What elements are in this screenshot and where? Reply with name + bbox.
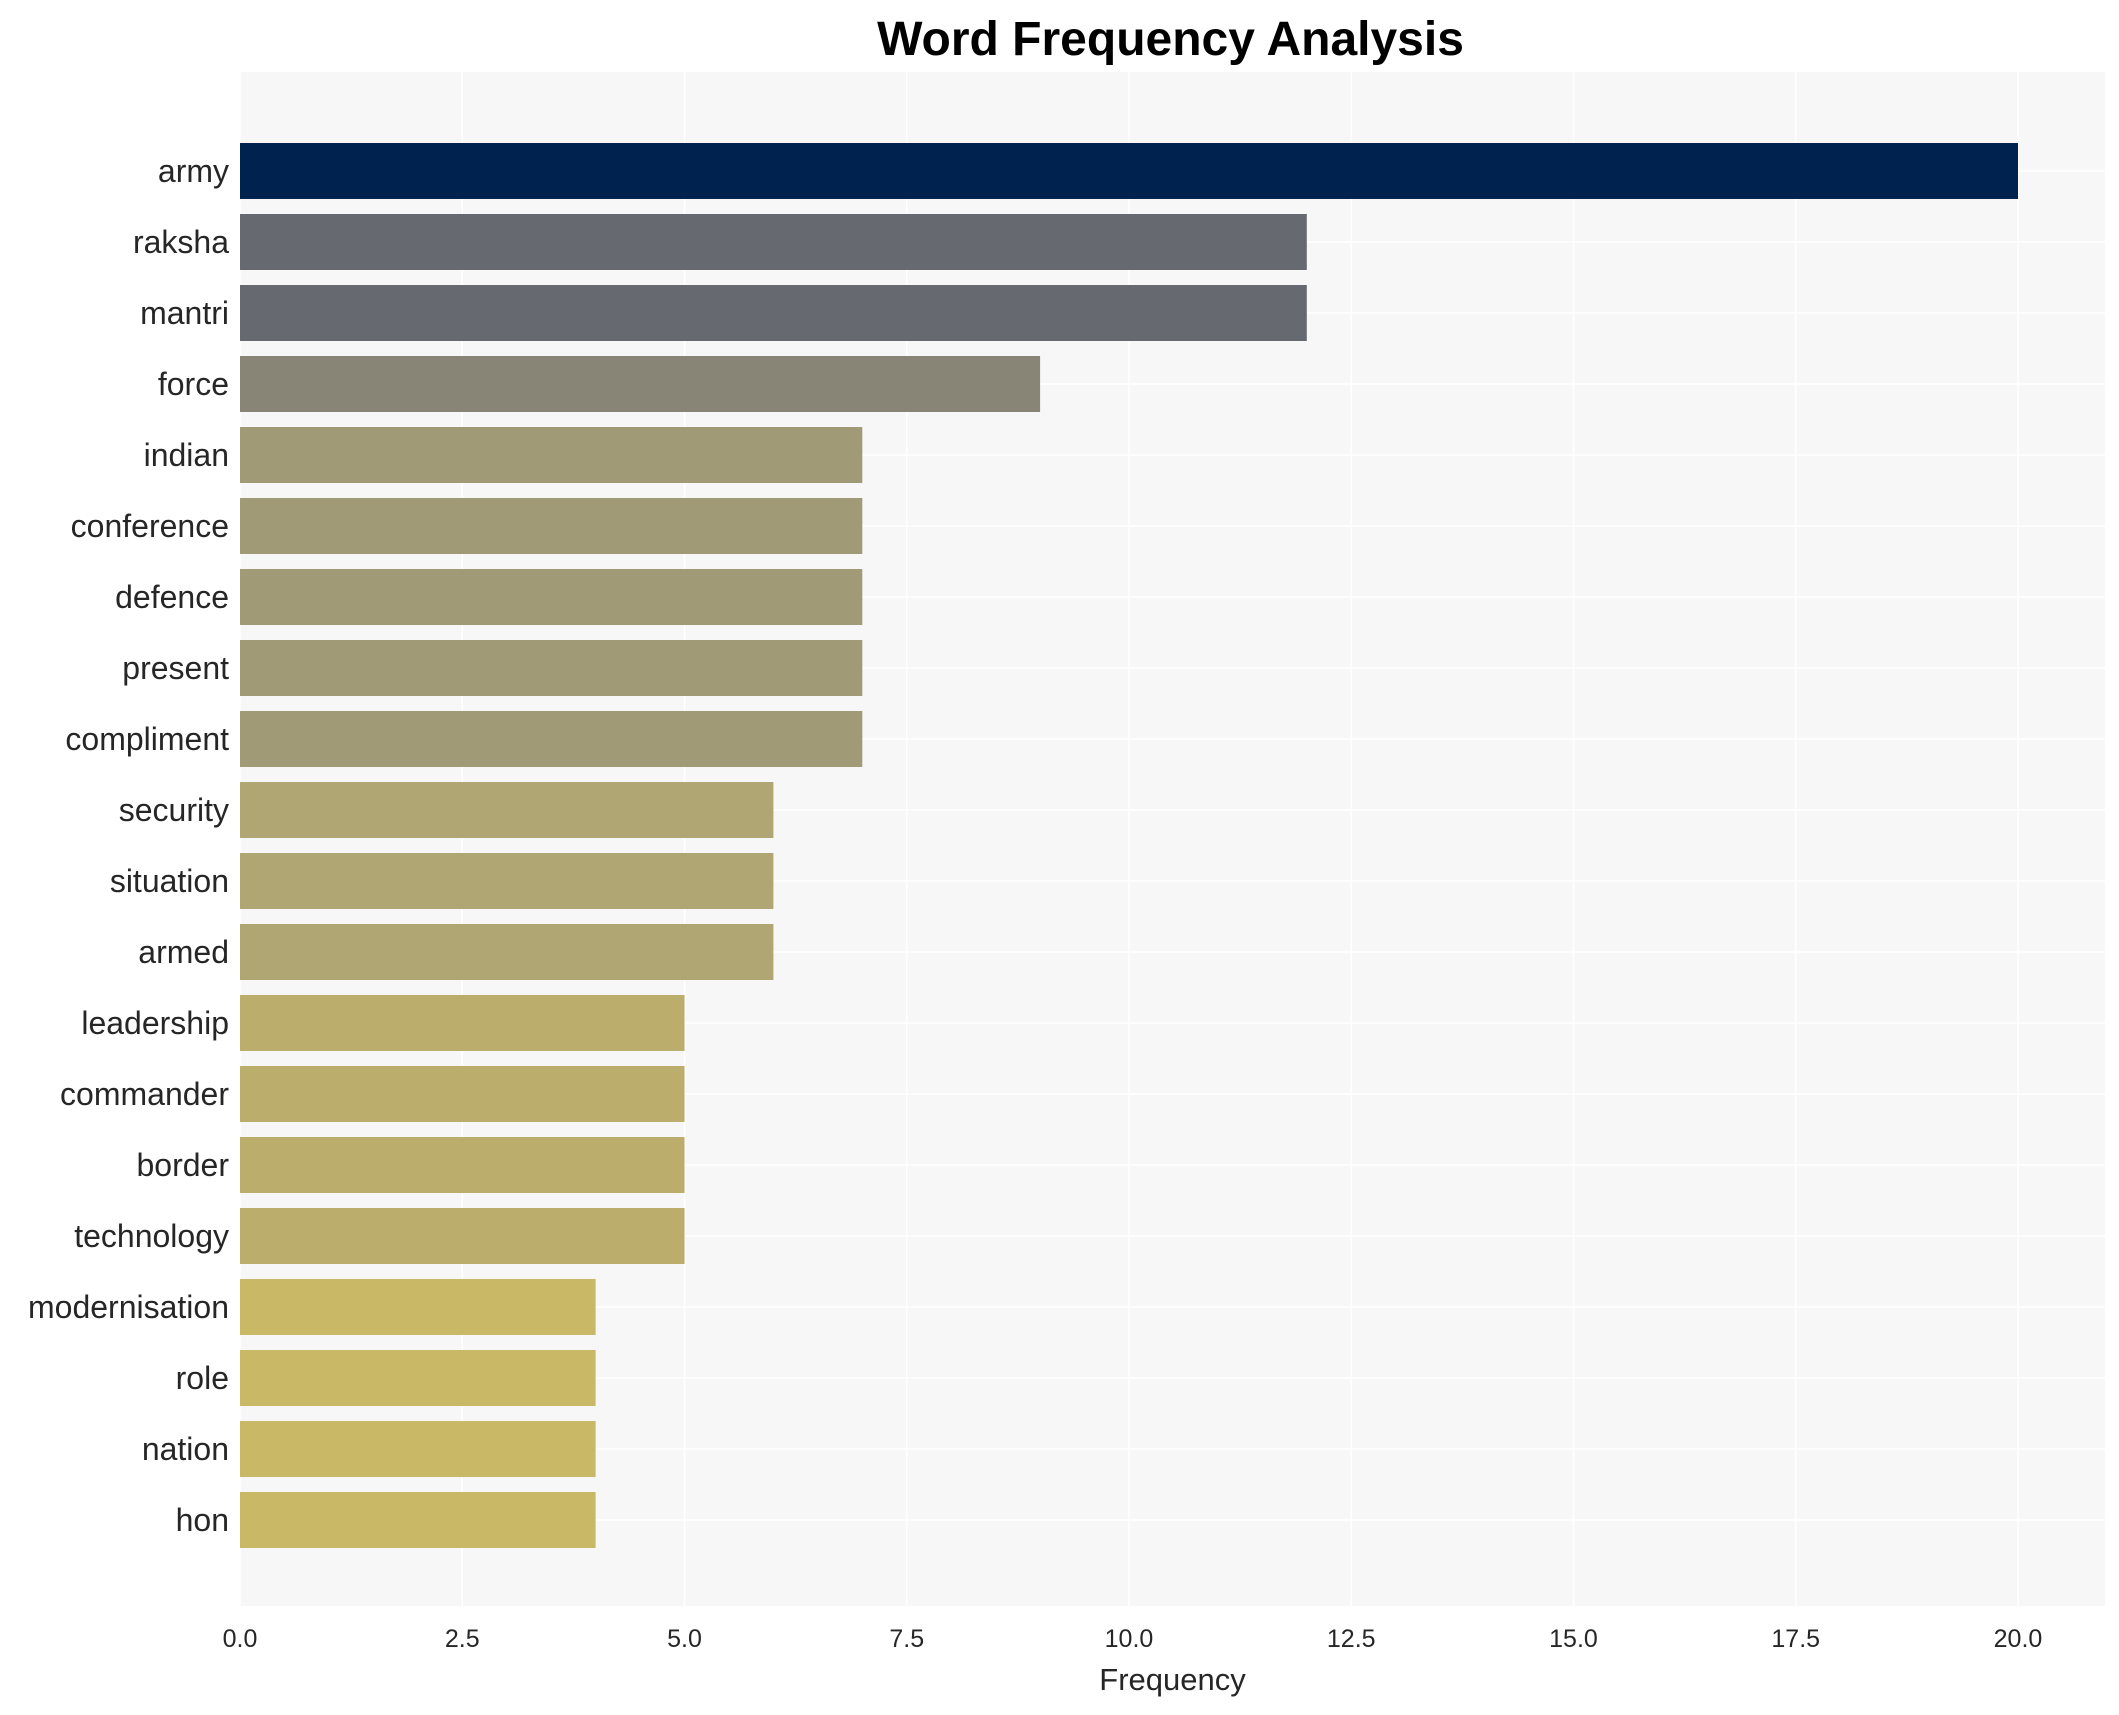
bar-compliment [240, 711, 863, 767]
y-tick-label: raksha [133, 224, 229, 260]
chart-title: Word Frequency Analysis [877, 13, 1464, 66]
bars [240, 143, 2018, 1548]
bar-hon [240, 1492, 596, 1548]
y-tick-label: conference [71, 508, 229, 544]
y-tick-label: situation [110, 863, 229, 899]
y-tick-label: indian [144, 437, 229, 473]
y-tick-label: mantri [140, 295, 229, 331]
x-tick-label: 5.0 [667, 1625, 702, 1653]
bar-indian [240, 427, 863, 483]
y-tick-label: commander [60, 1076, 229, 1112]
bar-modernisation [240, 1279, 596, 1335]
x-tick-label: 2.5 [445, 1625, 480, 1653]
y-tick-label: nation [142, 1431, 229, 1467]
bar-role [240, 1350, 596, 1406]
bar-situation [240, 853, 774, 909]
bar-present [240, 640, 863, 696]
bar-mantri [240, 285, 1307, 341]
bar-commander [240, 1066, 685, 1122]
y-tick-label: army [158, 153, 229, 189]
y-tick-label: present [122, 650, 229, 686]
y-tick-label: role [176, 1360, 229, 1396]
y-tick-labels: army raksha mantri force indian conference def… [28, 153, 229, 1538]
bar-force [240, 356, 1041, 412]
y-tick-label: hon [176, 1502, 229, 1538]
y-tick-label: leadership [81, 1005, 229, 1041]
y-tick-label: armed [138, 934, 229, 970]
bar-armed [240, 924, 774, 980]
y-tick-label: compliment [65, 721, 229, 757]
x-tick-label: 12.5 [1327, 1625, 1376, 1653]
x-tick-label: 17.5 [1771, 1625, 1820, 1653]
x-tick-label: 0.0 [223, 1625, 258, 1653]
y-tick-label: modernisation [28, 1289, 229, 1325]
y-tick-label: technology [74, 1218, 229, 1254]
x-axis-label: Frequency [1099, 1662, 1246, 1697]
bar-technology [240, 1208, 685, 1264]
x-tick-label: 15.0 [1549, 1625, 1598, 1653]
x-tick-label: 20.0 [1994, 1625, 2043, 1653]
bar-army [240, 143, 2018, 199]
bar-border [240, 1137, 685, 1193]
x-tick-labels: 0.0 2.5 5.0 7.5 10.0 12.5 15.0 17.5 20.0 [223, 1625, 2043, 1653]
y-tick-label: defence [115, 579, 229, 615]
bar-security [240, 782, 774, 838]
x-tick-label: 7.5 [889, 1625, 924, 1653]
y-tick-label: border [137, 1147, 230, 1183]
bar-leadership [240, 995, 685, 1051]
y-tick-label: security [119, 792, 229, 828]
bar-raksha [240, 214, 1307, 270]
y-tick-label: force [158, 366, 229, 402]
bar-defence [240, 569, 863, 625]
x-tick-label: 10.0 [1105, 1625, 1154, 1653]
bar-conference [240, 498, 863, 554]
bar-nation [240, 1421, 596, 1477]
